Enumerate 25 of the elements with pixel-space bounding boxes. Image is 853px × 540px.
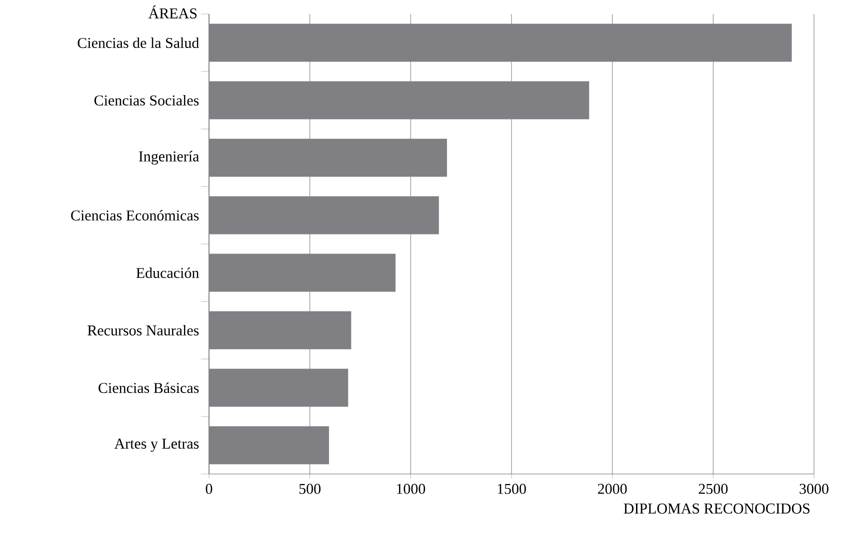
bar [209,138,447,177]
bar [209,368,348,407]
y-tick-label: Artes y Letras [114,438,199,452]
y-tick-label: Ciencias Sociales [94,94,199,106]
y-tick-label: Ciencias Básicas [98,382,199,394]
y-tick-label: Ingeniería [138,150,200,165]
bar [209,24,792,62]
x-tick-label: 2000 [598,484,627,494]
y-tick-label: Recursos Naurales [88,324,199,336]
x-axis-title: DIPLOMAS RECONOCIDOS [624,504,810,514]
x-tick-label: 1000 [396,484,426,494]
y-axis-title: ÁREAS [148,5,197,18]
x-tick-label: 0 [206,484,212,494]
bar [209,254,396,292]
x-tick-label: 3000 [800,484,828,494]
x-tick-label: 2500 [698,484,728,494]
x-tick-label: 500 [299,484,321,494]
bar [209,196,439,234]
y-tick-label: Ciencias Económicas [71,210,199,221]
y-tick-label: Educación [136,267,199,278]
bar [209,426,329,464]
x-tick-label: 1500 [498,484,526,494]
bar [209,311,352,350]
y-tick-label: Ciencias de la Salud [78,37,200,48]
bar [209,81,590,120]
